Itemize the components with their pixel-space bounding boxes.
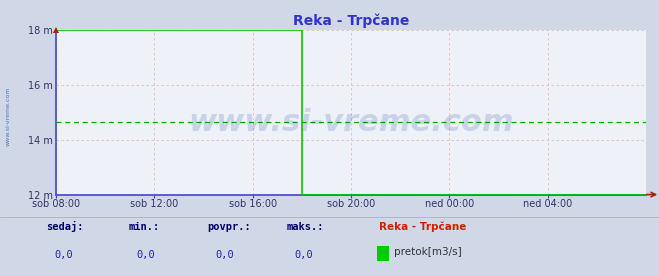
Text: 0,0: 0,0 bbox=[54, 250, 72, 260]
Text: 0,0: 0,0 bbox=[295, 250, 313, 260]
Text: www.si-vreme.com: www.si-vreme.com bbox=[5, 86, 11, 146]
Text: povpr.:: povpr.: bbox=[208, 222, 251, 232]
Text: Reka - Trpčane: Reka - Trpčane bbox=[379, 222, 467, 232]
Text: 0,0: 0,0 bbox=[136, 250, 155, 260]
Text: maks.:: maks.: bbox=[287, 222, 324, 232]
Text: min.:: min.: bbox=[129, 222, 159, 232]
Text: 0,0: 0,0 bbox=[215, 250, 234, 260]
Title: Reka - Trpčane: Reka - Trpčane bbox=[293, 13, 409, 28]
Text: www.si-vreme.com: www.si-vreme.com bbox=[188, 108, 514, 137]
Text: pretok[m3/s]: pretok[m3/s] bbox=[394, 247, 462, 257]
Text: sedaj:: sedaj: bbox=[46, 221, 84, 232]
